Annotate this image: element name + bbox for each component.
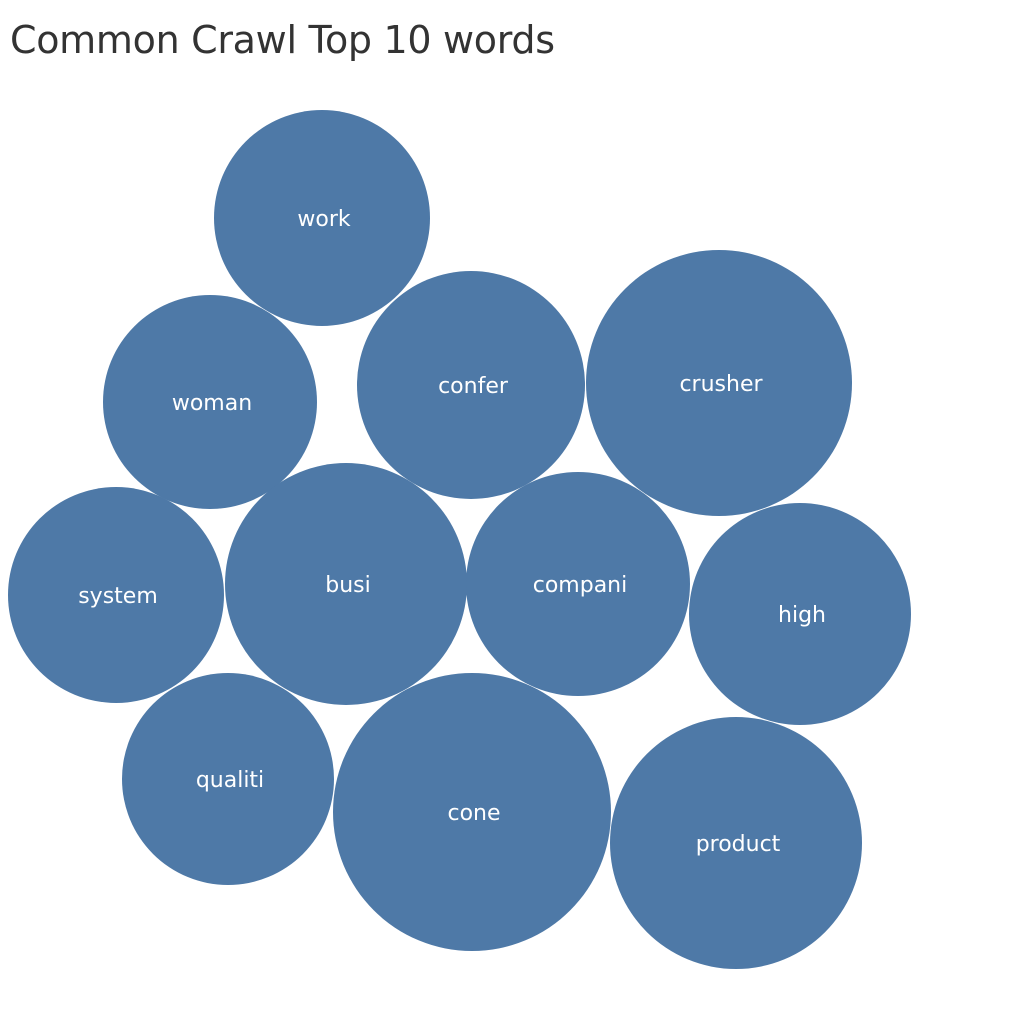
bubble-label-system: system xyxy=(78,584,158,609)
bubble-label-work: work xyxy=(297,207,350,232)
bubble-woman[interactable] xyxy=(103,295,317,509)
bubble-label-compani: compani xyxy=(533,573,628,598)
bubble-high[interactable] xyxy=(689,503,911,725)
bubble-label-confer: confer xyxy=(438,374,509,399)
chart-title: Common Crawl Top 10 words xyxy=(10,18,555,62)
bubble-label-high: high xyxy=(778,603,826,628)
bubble-qualiti[interactable] xyxy=(122,673,334,885)
bubble-label-cone: cone xyxy=(447,801,500,826)
bubble-system[interactable] xyxy=(8,487,224,703)
bubble-label-crusher: crusher xyxy=(679,372,763,397)
bubble-crusher[interactable] xyxy=(586,250,852,516)
bubble-compani[interactable] xyxy=(466,472,690,696)
bubble-label-woman: woman xyxy=(172,391,252,416)
bubble-label-qualiti: qualiti xyxy=(196,768,264,793)
bubble-work[interactable] xyxy=(214,110,430,326)
bubble-label-product: product xyxy=(696,832,781,857)
bubble-confer[interactable] xyxy=(357,271,585,499)
bubble-label-busi: busi xyxy=(325,573,370,598)
bubble-product[interactable] xyxy=(610,717,862,969)
bubble-busi[interactable] xyxy=(225,463,467,705)
bubble-cone[interactable] xyxy=(333,673,611,951)
